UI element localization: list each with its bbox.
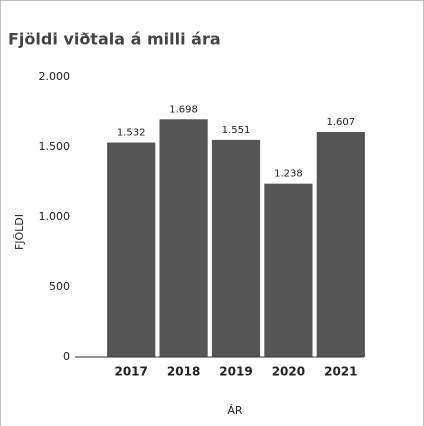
x-tick-label: 2021 xyxy=(324,365,357,379)
value-label: 1.551 xyxy=(222,125,251,136)
bar xyxy=(159,119,208,357)
y-tick-label: 2.000 xyxy=(39,70,71,83)
y-tick-label: 1.000 xyxy=(39,210,71,223)
value-label: 1.698 xyxy=(169,104,198,115)
bar xyxy=(211,139,261,357)
value-label: 1.607 xyxy=(326,117,355,128)
bar xyxy=(316,132,365,357)
value-label: 1.532 xyxy=(117,128,146,139)
x-axis-label: ÁR xyxy=(227,404,243,417)
bar xyxy=(107,142,156,357)
y-tick-label: 0 xyxy=(63,350,70,363)
y-tick-label: 500 xyxy=(49,280,70,293)
value-label: 1.238 xyxy=(274,169,303,180)
bar xyxy=(264,183,313,357)
x-tick-label: 2019 xyxy=(219,365,252,379)
x-tick-label: 2018 xyxy=(167,365,200,379)
y-tick-label: 1.500 xyxy=(39,140,71,153)
x-tick-label: 2017 xyxy=(114,365,147,379)
chart-title: Fjöldi viðtala á milli ára xyxy=(8,30,221,49)
y-axis-label: FJÖLDI xyxy=(13,214,26,250)
x-tick-label: 2020 xyxy=(272,365,305,379)
